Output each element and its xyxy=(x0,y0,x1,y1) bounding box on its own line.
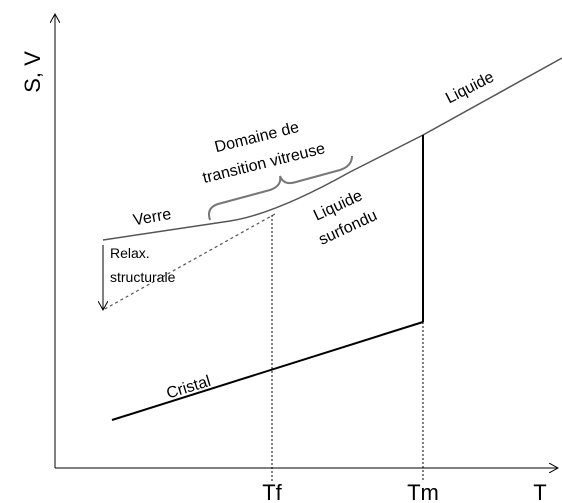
glass-liquid-curve xyxy=(102,57,562,241)
glass-label: Verre xyxy=(132,206,173,229)
tm-label: Tm xyxy=(407,480,439,503)
crystal-label: Cristal xyxy=(165,373,213,403)
relax-label: structurale xyxy=(110,269,176,285)
extrapolated-liquid xyxy=(102,213,276,311)
x-label: T xyxy=(533,480,546,503)
crystal-line xyxy=(111,321,424,421)
relax-label: Relax. xyxy=(110,245,150,261)
brace xyxy=(208,155,353,221)
tf-label: Tf xyxy=(262,480,282,503)
liquid-label: Liquide xyxy=(443,69,497,108)
y-label: S, V xyxy=(20,51,45,93)
